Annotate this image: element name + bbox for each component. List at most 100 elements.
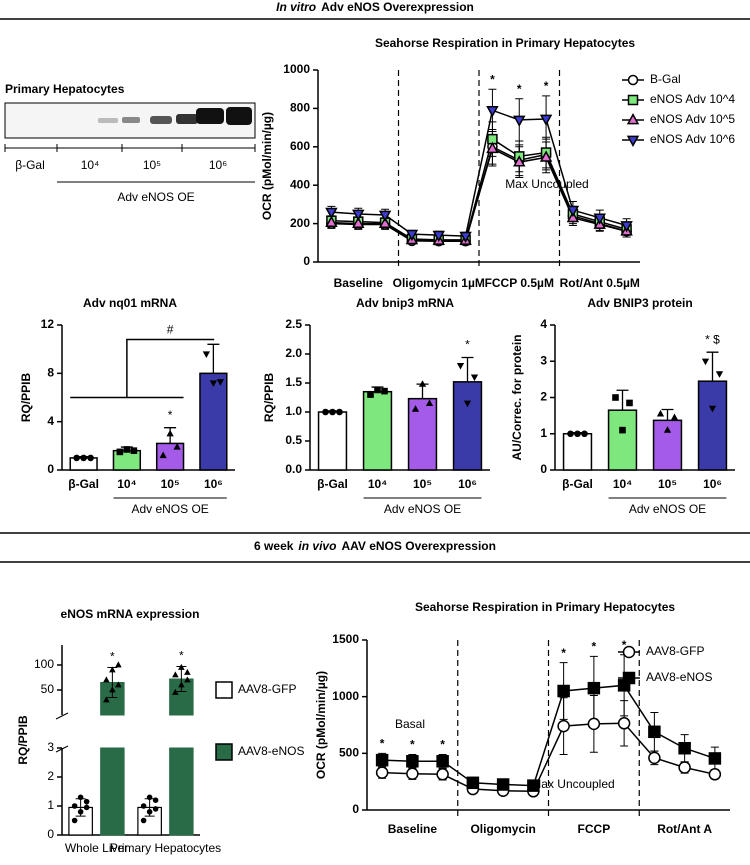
- y-tick-label: 0.0: [285, 462, 302, 476]
- blot-band: [226, 107, 252, 125]
- x-tick-label: Primary Hepatocytes: [110, 841, 221, 855]
- data-point: [406, 767, 419, 780]
- bar-lower: [169, 747, 194, 836]
- blot-title: Primary Hepatocytes: [5, 82, 125, 96]
- data-point: [405, 229, 419, 242]
- data-point: [436, 755, 449, 768]
- x-tick-label: β-Gal: [562, 477, 593, 491]
- data-point: [352, 209, 365, 221]
- x-tick-label: β-Gal: [317, 477, 348, 491]
- data-point: [574, 430, 581, 438]
- data-point: [172, 671, 179, 678]
- y-axis-label: AU/Correc. for protein: [510, 334, 524, 460]
- y-tick-label: 0.5: [285, 433, 302, 447]
- significance-marker: *: [622, 638, 627, 652]
- bar: [697, 380, 728, 471]
- lane-label: β-Gal: [15, 158, 45, 172]
- y-axis-label: RQ/PPIB: [16, 715, 30, 765]
- data-point: [539, 114, 553, 126]
- legend-swatch: [215, 743, 233, 761]
- data-point: [663, 426, 672, 433]
- significance-marker: *: [179, 649, 184, 663]
- data-point: [71, 817, 78, 824]
- data-point: [411, 405, 420, 412]
- legend-marker: [622, 645, 636, 659]
- chart-title: Adv BNIP3 protein: [587, 296, 692, 310]
- data-point: [708, 405, 717, 413]
- section-title-text: 6 week: [254, 539, 294, 553]
- chart-title: Seahorse Respiration in Primary Hepatocy…: [415, 600, 675, 614]
- x-tick-label: 10⁶: [703, 477, 722, 491]
- data-point: [466, 776, 480, 790]
- data-point: [184, 668, 191, 675]
- group-label: Adv eNOS OE: [384, 502, 461, 516]
- y-tick-label: 200: [290, 216, 310, 230]
- bar: [562, 433, 593, 471]
- phase-label: Oligomycin 1µM: [393, 276, 485, 290]
- y-tick-label: 1.0: [285, 404, 302, 418]
- y-tick-label: 1000: [332, 689, 359, 703]
- y-tick-label: 2: [540, 390, 547, 404]
- y-axis-label: RQ/PPIB: [262, 372, 276, 422]
- significance-marker: *: [544, 79, 549, 93]
- data-point: [513, 155, 526, 167]
- data-point: [539, 150, 553, 162]
- phase-label: Rot/Ant 0.5µM: [560, 276, 640, 290]
- data-point: [715, 371, 724, 378]
- data-point: [375, 753, 389, 767]
- data-point: [77, 809, 84, 815]
- data-point: [329, 408, 336, 416]
- legend-label: AAV8-eNOS: [646, 670, 712, 684]
- x-tick-label: 10⁵: [161, 477, 180, 491]
- lane-label: 10⁴: [81, 158, 100, 172]
- data-point: [670, 413, 679, 421]
- data-point: [322, 408, 329, 416]
- data-point: [71, 803, 78, 809]
- data-point: [178, 681, 185, 688]
- phase-label: Rot/Ant A: [657, 822, 712, 836]
- group-label: Adv eNOS OE: [629, 502, 706, 516]
- legend-marker: [626, 113, 640, 125]
- data-point: [159, 451, 167, 459]
- data-point: [617, 717, 631, 730]
- y-tick-label: 0: [47, 827, 54, 841]
- y-tick-label: 2.5: [285, 317, 302, 331]
- significance-marker: *: [380, 737, 385, 751]
- significance-marker: * $: [705, 332, 720, 346]
- legend-swatch: [215, 681, 233, 699]
- data-point: [486, 105, 499, 118]
- legend-label: eNOS Adv 10^6: [650, 132, 735, 146]
- data-point: [374, 386, 381, 394]
- data-point: [619, 426, 626, 434]
- data-point: [486, 141, 499, 154]
- significance-marker: *: [465, 338, 470, 352]
- bar: [607, 409, 638, 471]
- chart-title: Adv bnip3 mRNA: [356, 296, 454, 310]
- error-bar: [207, 343, 220, 374]
- error-bar: [706, 351, 719, 382]
- data-point: [620, 221, 633, 233]
- data-point: [378, 210, 392, 222]
- data-point: [463, 400, 472, 408]
- data-point: [656, 409, 665, 417]
- data-point: [708, 752, 722, 765]
- data-point: [425, 399, 434, 406]
- error-bar: [461, 356, 474, 382]
- data-point: [109, 686, 116, 693]
- section-title: 6 week in vivo AAV eNOS Overexpression: [254, 539, 496, 553]
- data-point: [567, 430, 574, 438]
- y-tick-label: 12: [41, 317, 55, 331]
- x-tick-label: 10⁶: [458, 477, 477, 491]
- y-tick-label: 50: [41, 682, 55, 696]
- data-point: [581, 430, 588, 438]
- y-tick-label: 2.0: [285, 346, 302, 360]
- legend-label: eNOS Adv 10^5: [650, 112, 735, 126]
- y-tick-label: 0: [352, 802, 359, 816]
- legend-marker: [627, 74, 639, 86]
- bar: [199, 372, 228, 471]
- x-tick-label: 10⁶: [204, 477, 223, 491]
- legend-label: B-Gal: [650, 72, 681, 86]
- blot-band: [122, 117, 140, 123]
- y-tick-label: 1: [47, 798, 54, 812]
- legend-label: AAV8-GFP: [238, 682, 296, 696]
